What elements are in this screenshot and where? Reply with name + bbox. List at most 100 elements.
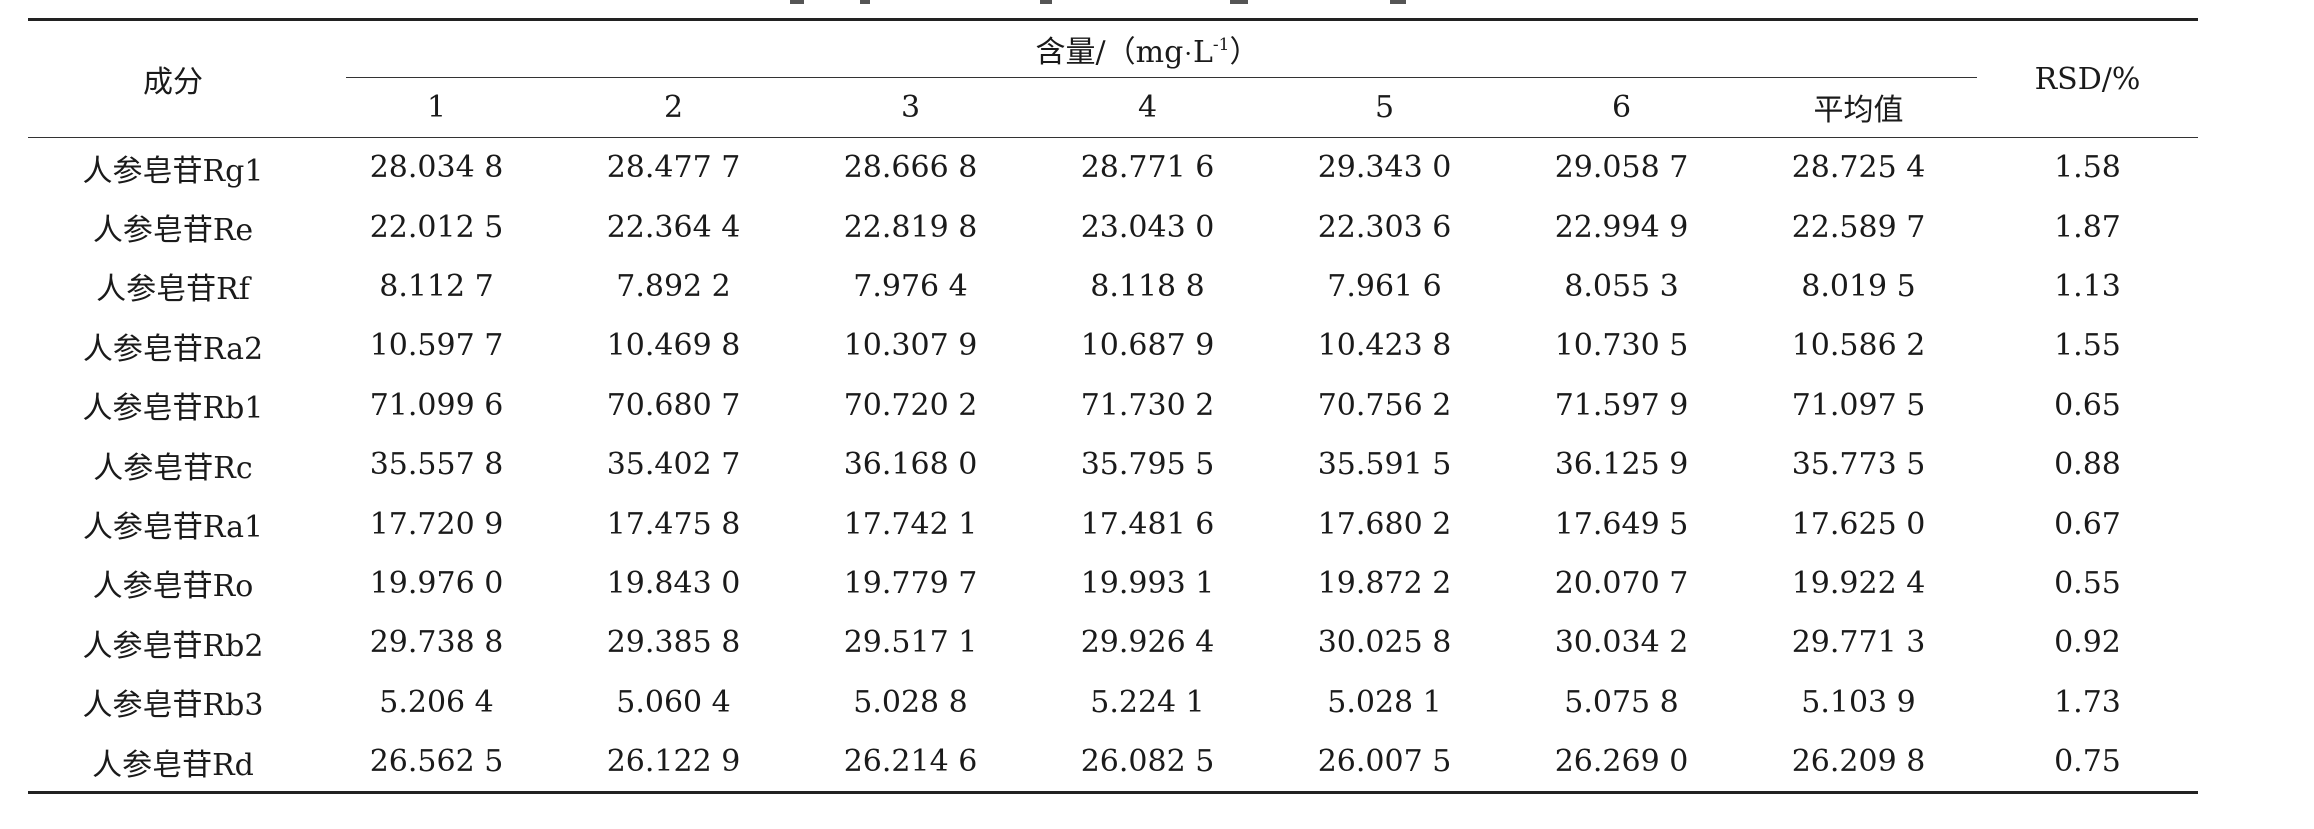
row-value: 70.680 7 [606, 387, 741, 423]
table-row: 人参皂苷Rb3 5.206 4 5.060 4 5.028 8 5.224 1 … [28, 673, 2198, 732]
row-value: 36.168 0 [843, 447, 978, 483]
row-value: 26.562 5 [318, 731, 555, 795]
row-value: 10.469 8 [606, 328, 741, 364]
row-value: 10.423 8 [1317, 328, 1452, 364]
header-content-suffix: ） [1229, 35, 1260, 71]
row-value: 35.795 5 [1080, 447, 1215, 483]
header-sub-6: 6 [1503, 77, 1740, 138]
row-value: 29.058 7 [1554, 150, 1689, 186]
row-value: 10.307 9 [843, 328, 978, 364]
header-component: 成分 [28, 18, 318, 138]
row-mean: 17.625 0 [1791, 506, 1926, 542]
row-value: 35.557 8 [369, 447, 504, 483]
row-rsd: 1.55 [2054, 328, 2121, 364]
row-value: 23.043 0 [1080, 209, 1215, 245]
table-row: 人参皂苷Rc 35.557 8 35.402 7 36.168 0 35.795… [28, 435, 2198, 494]
table-row: 人参皂苷Rb2 29.738 8 29.385 8 29.517 1 29.92… [28, 613, 2198, 672]
row-rsd: 0.92 [2054, 625, 2121, 661]
row-mean: 22.589 7 [1791, 209, 1926, 245]
header-sub-5: 5 [1266, 77, 1503, 138]
row-mean: 28.725 4 [1791, 150, 1926, 186]
row-value: 35.591 5 [1317, 447, 1452, 483]
row-value: 22.303 6 [1317, 209, 1452, 245]
row-rsd: 0.75 [1977, 731, 2198, 795]
header-content-dot: · [1184, 40, 1192, 69]
row-value: 17.720 9 [369, 506, 504, 542]
row-value: 17.649 5 [1554, 506, 1689, 542]
row-mean: 8.019 5 [1801, 268, 1916, 304]
row-value: 10.687 9 [1080, 328, 1215, 364]
row-value: 19.993 1 [1080, 565, 1215, 601]
table-body: 人参皂苷Rg1 28.034 8 28.477 7 28.666 8 28.77… [28, 138, 2198, 795]
row-value: 5.075 8 [1564, 684, 1679, 720]
header-sub-4: 4 [1029, 77, 1266, 138]
header-span-rule [346, 76, 1977, 78]
header-sub-mean: 平均值 [1740, 77, 1977, 138]
table-row: 人参皂苷Ro 19.976 0 19.843 0 19.779 7 19.993… [28, 554, 2198, 613]
header-sub-3: 3 [792, 77, 1029, 138]
row-component-name: 人参皂苷Ro [92, 569, 254, 605]
row-value: 71.730 2 [1080, 387, 1215, 423]
row-value: 5.060 4 [616, 684, 731, 720]
row-value: 19.843 0 [606, 565, 741, 601]
row-mean: 19.922 4 [1791, 565, 1926, 601]
row-value: 26.269 0 [1503, 731, 1740, 795]
row-value: 7.976 4 [853, 268, 968, 304]
row-value: 8.112 7 [379, 268, 494, 304]
table-row: 人参皂苷Ra2 10.597 7 10.469 8 10.307 9 10.68… [28, 316, 2198, 375]
row-value: 19.976 0 [369, 565, 504, 601]
row-value: 28.666 8 [843, 150, 978, 186]
row-value: 17.742 1 [843, 506, 978, 542]
row-component-name: 人参皂苷Rf [96, 272, 250, 308]
row-value: 5.224 1 [1090, 684, 1205, 720]
row-rsd: 1.58 [2054, 150, 2121, 186]
header-sub-1: 1 [318, 77, 555, 138]
row-value: 17.680 2 [1317, 506, 1452, 542]
row-value: 17.475 8 [606, 506, 741, 542]
row-value: 28.034 8 [369, 150, 504, 186]
row-mean: 5.103 9 [1801, 684, 1916, 720]
row-component-name: 人参皂苷Ra1 [82, 510, 264, 546]
row-value: 26.122 9 [555, 731, 792, 795]
row-component-name: 人参皂苷Rg1 [82, 153, 264, 189]
row-value: 29.926 4 [1080, 625, 1215, 661]
row-component-name: 人参皂苷Rd [28, 731, 318, 795]
row-mean: 29.771 3 [1791, 625, 1926, 661]
header-content-unit: L [1192, 35, 1213, 71]
header-content-prefix: 含量/（mg [1035, 35, 1184, 71]
row-value: 29.385 8 [606, 625, 741, 661]
row-value: 26.214 6 [792, 731, 1029, 795]
row-rsd: 0.65 [2054, 387, 2121, 423]
row-rsd: 1.87 [2054, 209, 2121, 245]
row-value: 28.477 7 [606, 150, 741, 186]
row-mean: 26.209 8 [1740, 731, 1977, 795]
row-value: 22.994 9 [1554, 209, 1689, 245]
row-value: 22.819 8 [843, 209, 978, 245]
header-sub-2: 2 [555, 77, 792, 138]
row-value: 36.125 9 [1554, 447, 1689, 483]
row-value: 70.756 2 [1317, 387, 1452, 423]
row-component-name: 人参皂苷Rb1 [82, 391, 264, 427]
row-rsd: 0.88 [2054, 447, 2121, 483]
row-mean: 35.773 5 [1791, 447, 1926, 483]
header-content-exponent: -1 [1212, 35, 1230, 56]
row-value: 29.343 0 [1317, 150, 1452, 186]
row-value: 71.597 9 [1554, 387, 1689, 423]
row-value: 5.206 4 [379, 684, 494, 720]
content-table: 成分 含量/（mg·L-1） RSD/% 1 2 3 4 5 6 平均值 人参皂… [28, 18, 2198, 795]
row-value: 29.738 8 [369, 625, 504, 661]
row-component-name: 人参皂苷Re [92, 213, 254, 249]
row-value: 7.961 6 [1327, 268, 1442, 304]
row-rsd: 0.55 [2054, 565, 2121, 601]
row-component-name: 人参皂苷Rc [93, 450, 253, 486]
row-value: 5.028 1 [1327, 684, 1442, 720]
row-value: 30.034 2 [1554, 625, 1689, 661]
row-rsd: 1.13 [2054, 268, 2121, 304]
row-value: 70.720 2 [843, 387, 978, 423]
row-value: 30.025 8 [1317, 625, 1452, 661]
row-value: 5.028 8 [853, 684, 968, 720]
row-value: 10.730 5 [1554, 328, 1689, 364]
row-value: 26.007 5 [1266, 731, 1503, 795]
row-value: 29.517 1 [843, 625, 978, 661]
row-value: 7.892 2 [616, 268, 731, 304]
